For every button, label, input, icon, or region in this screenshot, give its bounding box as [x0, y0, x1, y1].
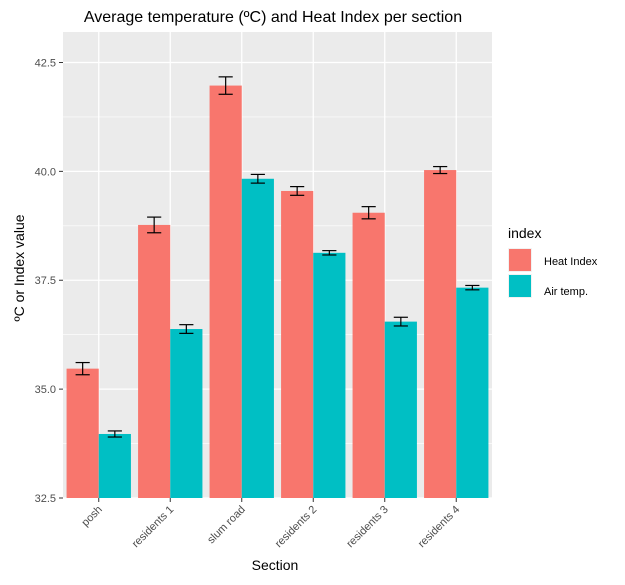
- legend: index Heat Index Air temp.: [508, 225, 598, 298]
- x-tick-label: posh: [80, 504, 105, 529]
- y-tick-label: 32.5: [35, 493, 56, 505]
- x-tick-label: residents 3: [344, 504, 391, 551]
- legend-title: index: [508, 225, 541, 241]
- bar-air-temp: [313, 252, 346, 498]
- plot-panel: [63, 32, 492, 499]
- bar-heat-index: [424, 170, 457, 499]
- legend-swatch: [509, 249, 531, 271]
- bar-heat-index: [281, 190, 314, 498]
- y-tick-label: 42.5: [35, 57, 56, 69]
- bar-air-temp: [384, 321, 417, 498]
- y-tick-label: 40.0: [35, 166, 56, 178]
- bar-air-temp: [170, 329, 203, 498]
- y-tick-label: 35.0: [35, 384, 56, 396]
- y-axis-title: ºC or Index value: [11, 214, 27, 321]
- x-tick-label: residents 4: [416, 504, 463, 551]
- bars: [66, 76, 489, 499]
- legend-label: Air temp.: [544, 286, 588, 298]
- legend-swatch: [509, 275, 531, 297]
- chart-title: Average temperature (ºC) and Heat Index …: [84, 9, 462, 26]
- bar-air-temp: [241, 178, 274, 498]
- x-tick-label: residents 2: [273, 504, 320, 551]
- bar-heat-index: [209, 85, 242, 498]
- bar-heat-index: [66, 368, 99, 498]
- legend-label: Heat Index: [544, 256, 598, 268]
- plot-background: [63, 32, 492, 498]
- x-tick-label: residents 1: [130, 504, 177, 551]
- x-axis-title: Section: [252, 557, 299, 573]
- bar-air-temp: [98, 433, 131, 498]
- bar-heat-index: [138, 224, 171, 498]
- y-tick-label: 37.5: [35, 275, 56, 287]
- x-tick-label: slum road: [205, 504, 248, 547]
- bar-heat-index: [352, 212, 385, 498]
- bar-air-temp: [456, 287, 489, 498]
